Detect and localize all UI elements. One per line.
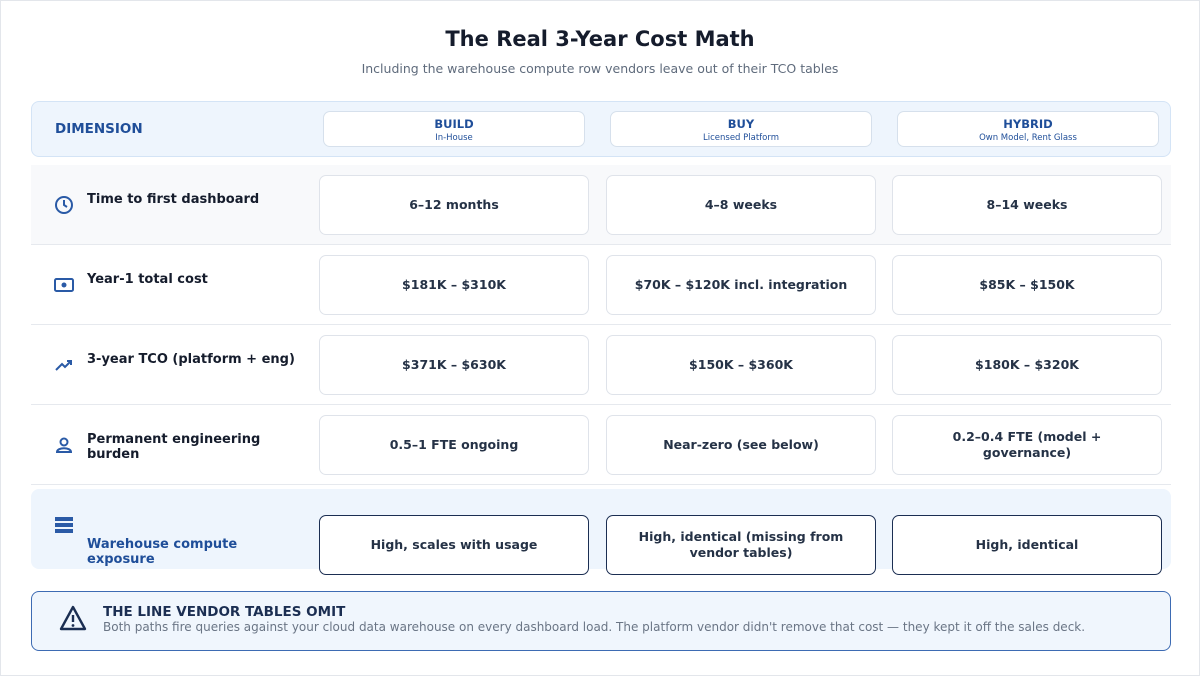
callout-title: THE LINE VENDOR TABLES OMIT — [103, 604, 346, 620]
column-sub: Own Model, Rent Glass — [979, 133, 1077, 143]
table-row — [31, 325, 1171, 405]
table-cell: $181K – $310K — [319, 255, 589, 315]
row-icon — [54, 278, 74, 292]
subtitle: Including the warehouse compute row vend… — [361, 61, 839, 76]
column-header: BUY Licensed Platform — [610, 111, 872, 147]
table-cell: 4–8 weeks — [606, 175, 876, 235]
row-icon — [55, 517, 73, 533]
table-cell: 0.5–1 FTE ongoing — [319, 415, 589, 475]
callout — [31, 591, 1171, 651]
table-cell: $85K – $150K — [892, 255, 1162, 315]
row-label: 3-year TCO (platform + eng) — [87, 352, 295, 367]
row-label: Warehouse compute exposure — [87, 537, 238, 567]
title: The Real 3-Year Cost Math — [445, 27, 755, 51]
table-cell: $150K – $360K — [606, 335, 876, 395]
column-name: BUY — [727, 117, 755, 131]
column-name: HYBRID — [1003, 117, 1053, 131]
table-row — [31, 245, 1171, 325]
table-cell: $70K – $120K incl. integration — [606, 255, 876, 315]
callout-text: Both paths fire queries against your clo… — [103, 620, 1086, 634]
column-header: BUILD In-House — [323, 111, 585, 147]
table-cell: High, identical (missing from vendor tab… — [606, 515, 876, 575]
table-cell: High, scales with usage — [319, 515, 589, 575]
warning-icon — [59, 605, 87, 631]
table-cell: $371K – $630K — [319, 335, 589, 395]
column-header: HYBRID Own Model, Rent Glass — [897, 111, 1159, 147]
table-cell: $180K – $320K — [892, 335, 1162, 395]
row-icon — [55, 437, 73, 453]
row-icon — [55, 196, 73, 214]
table-cell: 6–12 months — [319, 175, 589, 235]
table-row — [31, 405, 1171, 485]
dimension-label: DIMENSION — [55, 121, 143, 137]
table-cell: Near-zero (see below) — [606, 415, 876, 475]
column-name: BUILD — [434, 117, 474, 131]
table-cell: 0.2–0.4 FTE (model + governance) — [892, 415, 1162, 475]
table-cell: High, identical — [892, 515, 1162, 575]
row-label: Time to first dashboard — [87, 192, 260, 207]
row-icon — [55, 360, 72, 371]
row-label: Permanent engineering burden — [87, 432, 261, 462]
column-sub: Licensed Platform — [703, 133, 779, 143]
column-sub: In-House — [435, 133, 473, 143]
row-label: Year-1 total cost — [87, 272, 208, 287]
table-cell: 8–14 weeks — [892, 175, 1162, 235]
